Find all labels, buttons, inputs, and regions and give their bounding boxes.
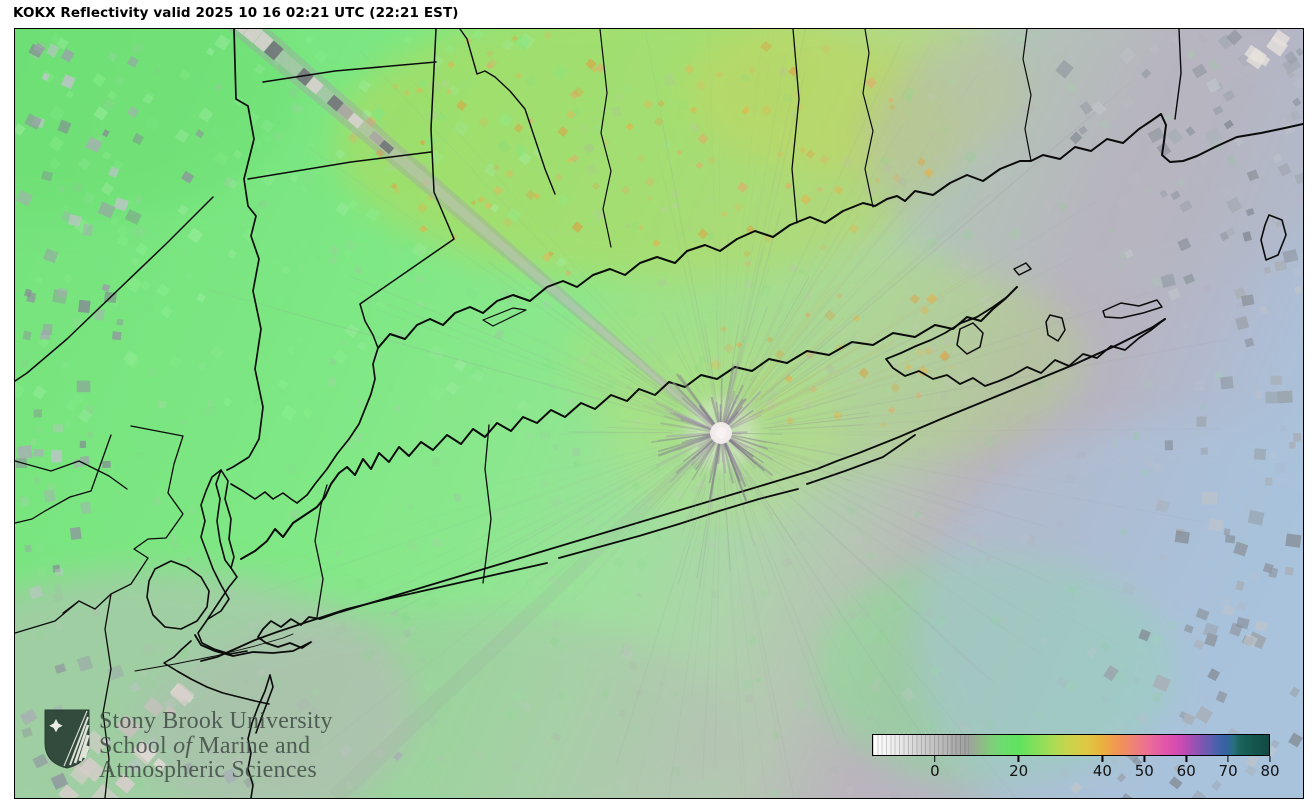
coast-li-southfork	[919, 318, 1166, 429]
colorbar-tick-label: 20	[1009, 762, 1029, 780]
coast-nj-hudson	[200, 469, 230, 620]
coast-li-north-shore	[240, 286, 1018, 560]
radar-map-canvas	[15, 29, 1303, 798]
border-nassau-suffolk	[482, 424, 492, 584]
coast-barrier-beach	[200, 434, 916, 662]
sbu-logo-line1: Stony Brook University	[99, 708, 333, 734]
speckle-orange-layer	[347, 30, 955, 428]
colorbar-tick-mark	[1269, 756, 1271, 762]
border-ct-fairfield	[459, 29, 556, 195]
river-thames	[1022, 29, 1032, 162]
colorbar-tick-mark	[1227, 756, 1229, 762]
island-block	[1260, 214, 1287, 261]
river-connecticut	[862, 29, 874, 208]
interference-spike	[227, 29, 725, 798]
colorbar-tick-label: 0	[930, 762, 940, 780]
island-fishers	[1102, 299, 1163, 319]
border-nj-4	[15, 460, 128, 490]
border-ct-ri	[1174, 29, 1182, 120]
colorbar-tick: 0	[930, 756, 940, 780]
sbu-logo: Stony Brook University School of Marine …	[44, 709, 333, 783]
border-ny-ct	[359, 29, 455, 349]
colorbar-discrete-stripes	[873, 735, 969, 755]
sbu-logo-line2: School of Marine and	[99, 732, 311, 759]
coast-brooklyn	[197, 567, 248, 655]
coast-sandy-hook	[247, 674, 274, 798]
radar-site-marker	[710, 422, 732, 444]
colorbar-tick-label: 50	[1134, 762, 1154, 780]
colorbar-tick-mark	[1017, 756, 1020, 762]
coast-connecticut	[377, 113, 1303, 349]
colorbar-tick-mark	[1101, 756, 1104, 762]
radial-streaks-layer	[208, 29, 1228, 798]
channel-line	[134, 633, 294, 672]
radar-clutter-spokes	[569, 276, 870, 589]
colorbar-tick-label: 40	[1092, 762, 1112, 780]
coast-raritan-bay	[163, 640, 270, 705]
radar-map-frame: Stony Brook University School of Marine …	[14, 28, 1304, 799]
ground-clutter-layer	[58, 29, 1291, 798]
sbu-logo-line3: Atmospheric Sciences	[99, 757, 317, 783]
border-nj-2	[62, 425, 184, 614]
border-nj-3	[102, 593, 112, 798]
colorbar-tick: 60	[1177, 756, 1196, 780]
boundaries-layer	[15, 29, 1303, 798]
colorbar-gradient-bar	[872, 734, 1270, 756]
colorbar-tick: 70	[1219, 756, 1238, 780]
border-nj-1	[15, 434, 112, 524]
speckle-mottle-layer	[18, 29, 1303, 798]
colorbar-tick: 20	[1009, 756, 1028, 780]
colorbar-tick-label: 80	[1260, 762, 1280, 780]
page-title: KOKX Reflectivity valid 2025 10 16 02:21…	[13, 5, 459, 21]
island-norwalk	[482, 307, 527, 327]
river-hudson	[226, 29, 264, 471]
colorbar-tick-label: 60	[1176, 762, 1196, 780]
border-ct-newhaven	[791, 29, 800, 224]
sbu-logo-text: Stony Brook University School of Marine …	[99, 709, 333, 783]
colorbar-tick-mark	[1185, 756, 1187, 762]
island-gardiners	[1045, 314, 1066, 342]
colorbar-tick-mark	[934, 756, 936, 762]
colorbar-tick: 40	[1093, 756, 1112, 780]
colorbar-tick: 50	[1135, 756, 1154, 780]
border-westchester-putnam	[262, 61, 437, 83]
coast-li-south-shore	[194, 427, 921, 657]
colorbar-tick: 80	[1260, 756, 1280, 780]
coast-westchester	[296, 347, 379, 504]
speckle-range-edge-layer	[15, 29, 1303, 798]
coast-east-river	[230, 483, 298, 504]
island-shelter	[956, 322, 984, 355]
sbu-shield-icon	[44, 709, 90, 769]
coast-staten-island	[146, 560, 210, 630]
river-housatonic	[599, 29, 612, 248]
island-plum	[1013, 262, 1032, 276]
border-queens-nassau	[314, 484, 328, 618]
colorbar-ticks: 0 20 40 50 60 70 80	[872, 756, 1280, 790]
colorbar-tick-mark	[1143, 756, 1146, 762]
colorbar-tick-label: 70	[1218, 762, 1238, 780]
reflectivity-colorbar: 0 20 40 50 60 70 80	[872, 734, 1280, 792]
border-nj-5	[15, 600, 80, 634]
border-westchester-mid	[247, 151, 432, 180]
border-ny-nj	[15, 196, 214, 382]
